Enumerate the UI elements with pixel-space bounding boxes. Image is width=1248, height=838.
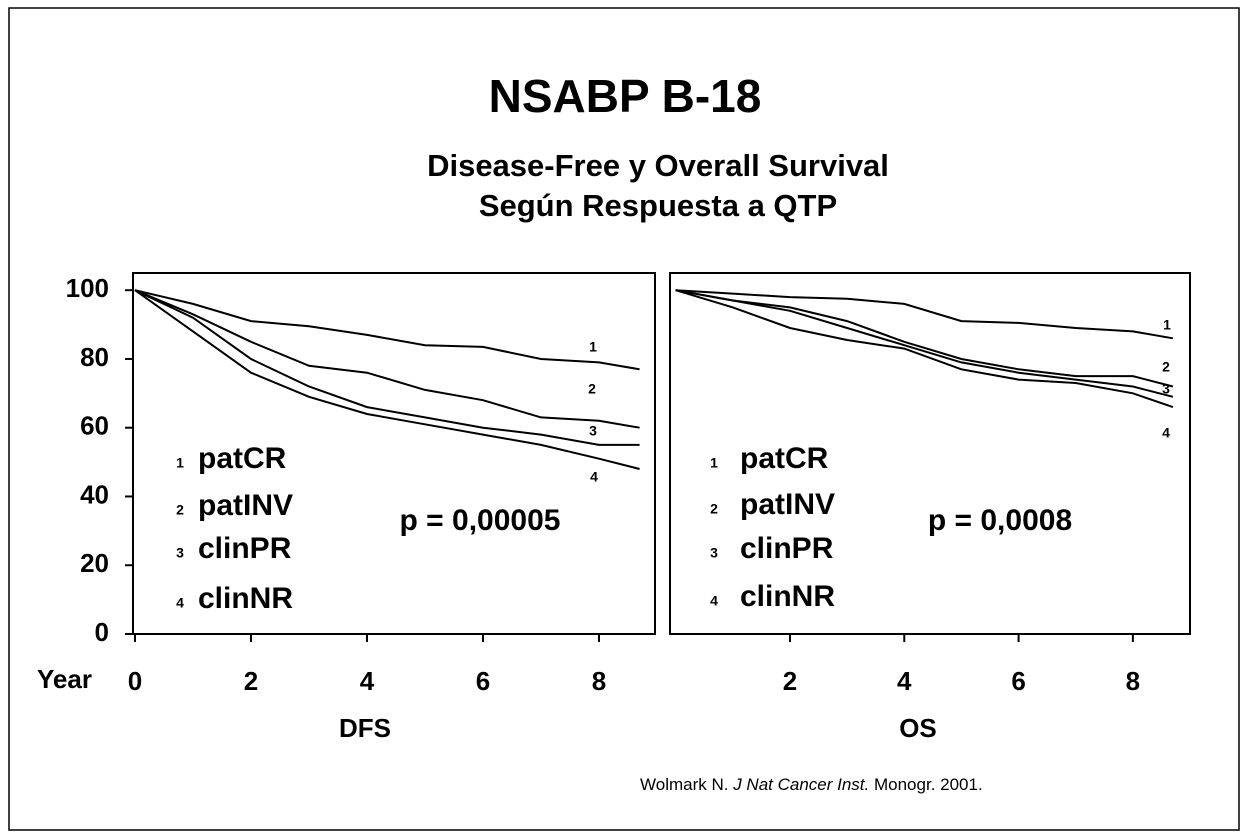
legend-number: 1: [710, 455, 718, 471]
legend-number: 4: [710, 593, 718, 609]
legend-number: 3: [710, 545, 718, 561]
title: NSABP B-18: [489, 70, 762, 122]
y-tick-label: 0: [95, 617, 109, 647]
survival-curve: [134, 289, 640, 446]
y-tick-label: 20: [80, 548, 109, 578]
slide-border: [8, 7, 1240, 831]
x-axis-label: DFS: [339, 713, 391, 743]
x-tick-label: 8: [1126, 666, 1140, 696]
p-value: p = 0,0008: [928, 504, 1072, 537]
survival-curve: [675, 289, 1174, 340]
x-tick-label: 6: [476, 666, 490, 696]
y-tick-label: 60: [80, 411, 109, 441]
subtitle: Según Respuesta a QTP: [479, 188, 837, 223]
legend-name: patCR: [740, 442, 829, 475]
curve-label: 2: [1162, 359, 1170, 375]
x-tick-label: 6: [1011, 666, 1025, 696]
x-tick-label: 4: [360, 666, 375, 696]
legend-number: 4: [176, 595, 184, 611]
legend-name: patINV: [740, 488, 835, 521]
x-tick-label: 4: [897, 666, 912, 696]
y-tick-label: 100: [66, 273, 109, 303]
legend-name: clinNR: [198, 582, 293, 615]
x-tick-label: 8: [592, 666, 606, 696]
curve-label: 1: [589, 339, 597, 355]
plot-frame: [132, 272, 656, 635]
citation-part: Monogr. 2001.: [869, 775, 982, 794]
y-tick-label: 80: [80, 342, 109, 372]
plot-frame: [669, 272, 1191, 635]
subtitle: Disease-Free y Overall Survival: [427, 148, 889, 183]
survival-curve: [675, 289, 1174, 388]
legend-number: 3: [176, 545, 184, 561]
curve-label: 2: [588, 381, 596, 397]
x-axis-label: OS: [899, 713, 937, 743]
legend-number: 1: [176, 455, 184, 471]
citation-part: J Nat Cancer Inst.: [732, 775, 869, 794]
legend-name: clinPR: [740, 532, 834, 565]
survival-curve: [134, 289, 640, 470]
legend-name: patINV: [198, 489, 293, 522]
citation: Wolmark N. J Nat Cancer Inst. Monogr. 20…: [640, 775, 983, 794]
year-label: Year: [37, 664, 92, 694]
legend-name: clinPR: [198, 532, 292, 565]
citation-part: Wolmark N.: [640, 775, 733, 794]
legend-number: 2: [176, 502, 184, 518]
survival-curve: [134, 289, 640, 429]
y-tick-label: 40: [80, 479, 109, 509]
legend-name: patCR: [198, 442, 287, 475]
curve-label: 4: [590, 469, 598, 485]
survival-curve: [675, 289, 1174, 409]
curve-label: 1: [1163, 317, 1171, 333]
curve-label: 3: [1162, 381, 1170, 397]
legend-name: clinNR: [740, 580, 835, 613]
x-tick-label: 0: [128, 666, 142, 696]
survival-curve: [134, 289, 640, 371]
survival-curve: [675, 289, 1174, 398]
curve-label: 3: [589, 423, 597, 439]
x-tick-label: 2: [244, 666, 258, 696]
p-value: p = 0,00005: [400, 504, 561, 537]
curve-label: 4: [1162, 425, 1170, 441]
x-tick-label: 2: [783, 666, 797, 696]
legend-number: 2: [710, 501, 718, 517]
